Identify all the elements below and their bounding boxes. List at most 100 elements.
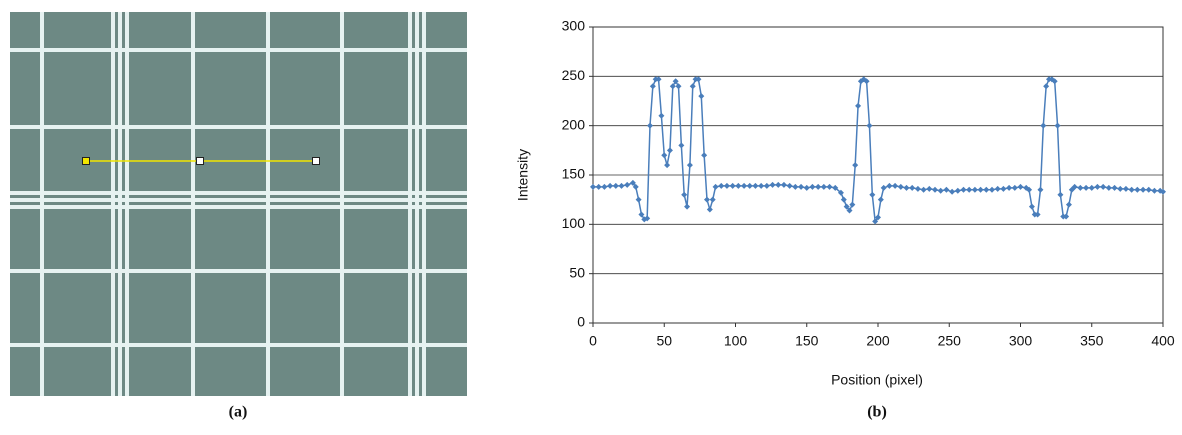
micrograph	[10, 12, 467, 396]
data-point	[843, 203, 850, 210]
data-point	[1128, 186, 1135, 193]
data-point	[780, 181, 787, 188]
data-point	[903, 184, 910, 191]
data-point	[840, 196, 847, 203]
data-point	[877, 196, 884, 203]
data-point	[655, 76, 662, 83]
data-point	[644, 215, 651, 222]
data-point	[752, 182, 759, 189]
data-point	[786, 182, 793, 189]
y-tick-label: 100	[562, 215, 586, 231]
data-point	[664, 162, 671, 169]
handle	[82, 157, 90, 165]
data-point	[920, 186, 927, 193]
data-point	[624, 181, 631, 188]
data-point	[595, 183, 602, 190]
plot-frame	[592, 26, 1164, 324]
data-point	[746, 182, 753, 189]
data-point	[718, 182, 725, 189]
caption: (a)	[229, 404, 248, 421]
x-axis-label: Position (pixel)	[831, 372, 923, 388]
data-point	[1071, 183, 1078, 190]
data-point	[618, 182, 625, 189]
data-point	[937, 187, 944, 194]
handle	[312, 157, 320, 165]
data-point	[809, 183, 816, 190]
data-point	[1034, 211, 1041, 218]
data-point	[1122, 185, 1129, 192]
data-point	[1026, 186, 1033, 193]
caption: (b)	[867, 404, 887, 421]
x-tick-label: 350	[1080, 333, 1104, 349]
handle	[196, 157, 204, 165]
data-point	[647, 122, 653, 129]
x-tick-label: 100	[724, 333, 748, 349]
data-point	[954, 187, 961, 194]
data-point	[706, 206, 713, 213]
data-point	[729, 182, 736, 189]
x-tick-label: 400	[1151, 333, 1175, 349]
data-point	[837, 189, 844, 196]
data-point	[769, 181, 776, 188]
y-tick-label: 0	[577, 314, 585, 330]
x-tick-label: 300	[1009, 333, 1033, 349]
data-point	[1006, 184, 1013, 191]
x-tick-label: 50	[656, 333, 672, 349]
data-point	[709, 196, 716, 203]
data-point	[735, 182, 742, 189]
data-point	[872, 218, 879, 225]
data-point	[632, 183, 639, 190]
data-point	[669, 83, 676, 90]
y-tick-label: 200	[562, 116, 586, 132]
data-point	[846, 207, 853, 214]
data-point	[1134, 186, 1141, 193]
data-point	[880, 184, 887, 191]
data-point	[698, 93, 705, 100]
data-point	[1094, 183, 1101, 190]
data-point	[1051, 78, 1058, 85]
data-point	[681, 191, 688, 198]
data-point	[832, 184, 839, 191]
data-point	[855, 102, 862, 109]
data-point	[892, 182, 899, 189]
data-point	[1017, 183, 1024, 190]
data-point	[775, 181, 782, 188]
data-point	[1117, 185, 1124, 192]
data-point	[792, 183, 799, 190]
data-point	[689, 83, 696, 90]
data-point	[826, 183, 833, 190]
data-point	[849, 201, 856, 208]
data-point	[875, 214, 881, 221]
data-point	[607, 182, 614, 189]
data-point	[1011, 184, 1018, 191]
x-tick-label: 150	[795, 333, 819, 349]
data-point	[666, 147, 673, 154]
data-point	[1105, 184, 1112, 191]
x-tick-label: 0	[589, 333, 597, 349]
data-point	[1160, 188, 1166, 195]
data-point	[1028, 203, 1035, 210]
data-point	[649, 83, 656, 90]
data-point	[658, 112, 665, 119]
y-tick-label: 250	[562, 67, 586, 83]
data-point	[983, 186, 990, 193]
data-point	[932, 186, 938, 193]
data-point	[897, 183, 904, 190]
data-point	[914, 185, 921, 192]
data-point	[1077, 184, 1084, 191]
data-point	[1088, 184, 1095, 191]
data-point	[943, 186, 950, 193]
data-line	[593, 78, 1164, 224]
data-point	[684, 203, 691, 210]
data-point	[820, 183, 827, 190]
data-point	[638, 211, 645, 218]
data-point	[758, 182, 765, 189]
data-point	[1040, 122, 1047, 129]
data-point	[635, 196, 642, 203]
data-point	[675, 83, 682, 90]
data-point	[960, 186, 967, 193]
x-tick-label: 250	[938, 333, 962, 349]
data-point	[1037, 186, 1044, 193]
